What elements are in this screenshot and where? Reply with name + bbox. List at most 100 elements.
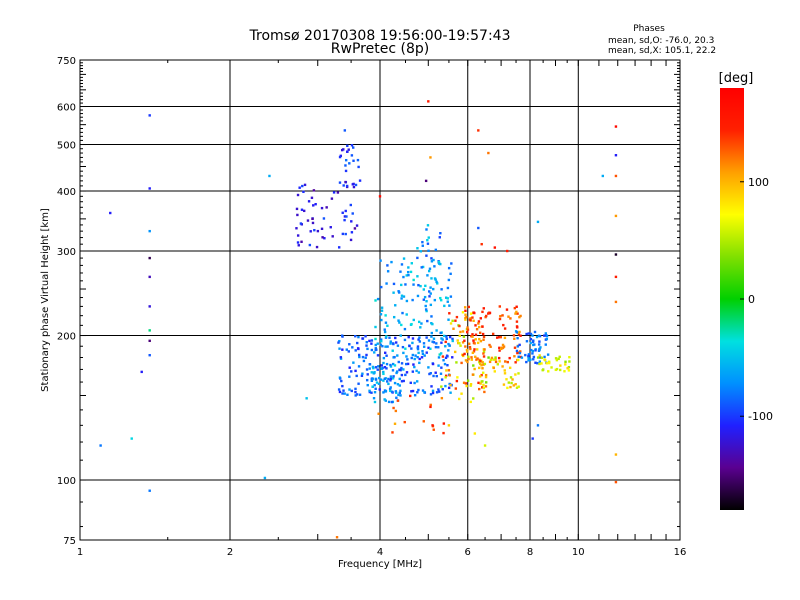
data-point	[383, 398, 386, 401]
data-point	[473, 348, 476, 351]
data-point	[392, 356, 395, 359]
data-point	[394, 341, 398, 344]
phase-colorbar: [deg] 100 0 -100	[719, 71, 773, 510]
data-point	[428, 290, 431, 293]
data-point	[543, 355, 546, 359]
data-point	[313, 228, 316, 232]
data-point	[420, 356, 424, 359]
data-point	[466, 328, 470, 331]
data-point	[497, 356, 501, 360]
data-point	[473, 311, 476, 315]
data-point	[386, 264, 389, 267]
data-point	[411, 389, 415, 393]
data-point	[425, 309, 428, 313]
data-point	[414, 354, 417, 357]
data-point	[480, 242, 483, 246]
data-point	[513, 306, 517, 310]
data-point	[382, 379, 385, 382]
data-point	[442, 334, 446, 338]
data-point	[476, 357, 479, 360]
data-point	[387, 400, 391, 404]
data-point	[393, 381, 397, 385]
data-point	[482, 335, 486, 339]
data-point	[343, 215, 347, 218]
data-point	[474, 324, 477, 327]
data-point	[383, 351, 387, 354]
data-point	[357, 365, 361, 368]
data-point	[343, 392, 346, 395]
data-point	[432, 374, 435, 378]
data-point	[431, 424, 434, 427]
data-point	[475, 348, 479, 351]
data-point	[508, 356, 511, 360]
data-point	[426, 319, 429, 323]
data-point	[411, 353, 415, 357]
data-point	[477, 320, 481, 323]
data-point	[374, 378, 378, 381]
data-point	[411, 370, 415, 373]
data-point	[444, 340, 447, 344]
data-point	[410, 262, 413, 265]
data-point	[344, 232, 347, 236]
data-point	[361, 355, 365, 359]
data-point	[421, 389, 425, 392]
data-point	[339, 154, 343, 158]
data-point	[371, 377, 374, 380]
data-point	[484, 375, 488, 379]
data-point	[465, 348, 469, 352]
data-point	[391, 369, 395, 372]
data-point	[467, 357, 470, 361]
data-point	[614, 253, 618, 256]
data-point	[482, 383, 485, 387]
data-point	[404, 283, 407, 286]
data-point	[512, 334, 516, 337]
data-point	[389, 342, 392, 345]
data-point	[475, 327, 479, 331]
data-point	[568, 360, 571, 363]
data-point	[461, 353, 465, 357]
data-point	[357, 353, 361, 357]
data-point	[536, 424, 540, 427]
data-point	[501, 343, 505, 347]
data-point	[456, 339, 459, 342]
data-point	[430, 335, 433, 338]
data-point	[518, 343, 521, 347]
data-point	[468, 342, 471, 345]
colorbar-label: [deg]	[719, 71, 754, 86]
data-point	[341, 348, 344, 351]
data-point	[400, 283, 403, 287]
data-point	[516, 345, 520, 348]
data-point	[471, 351, 475, 354]
data-point	[453, 350, 457, 354]
data-point	[382, 372, 385, 376]
data-point	[407, 266, 410, 269]
data-point	[492, 358, 495, 361]
data-point	[148, 305, 151, 308]
data-point	[517, 372, 520, 375]
data-point	[467, 355, 470, 359]
data-point	[514, 373, 517, 376]
data-point	[380, 306, 384, 309]
data-point	[329, 226, 332, 229]
data-point	[445, 369, 448, 372]
data-point	[425, 336, 428, 339]
data-point	[148, 339, 151, 343]
data-point	[509, 317, 512, 320]
data-point	[386, 324, 389, 327]
data-point	[557, 357, 560, 361]
data-point	[449, 295, 453, 298]
data-point	[391, 362, 395, 366]
data-point	[474, 338, 477, 341]
data-point	[392, 291, 395, 294]
data-point	[348, 388, 351, 391]
data-point	[337, 388, 341, 391]
data-point	[338, 376, 342, 379]
data-point	[483, 444, 487, 447]
data-point	[387, 382, 390, 386]
data-point	[384, 399, 387, 402]
data-point	[423, 391, 426, 394]
data-point	[469, 317, 472, 320]
data-point	[538, 348, 541, 351]
data-point	[411, 337, 415, 340]
data-point	[394, 390, 398, 393]
